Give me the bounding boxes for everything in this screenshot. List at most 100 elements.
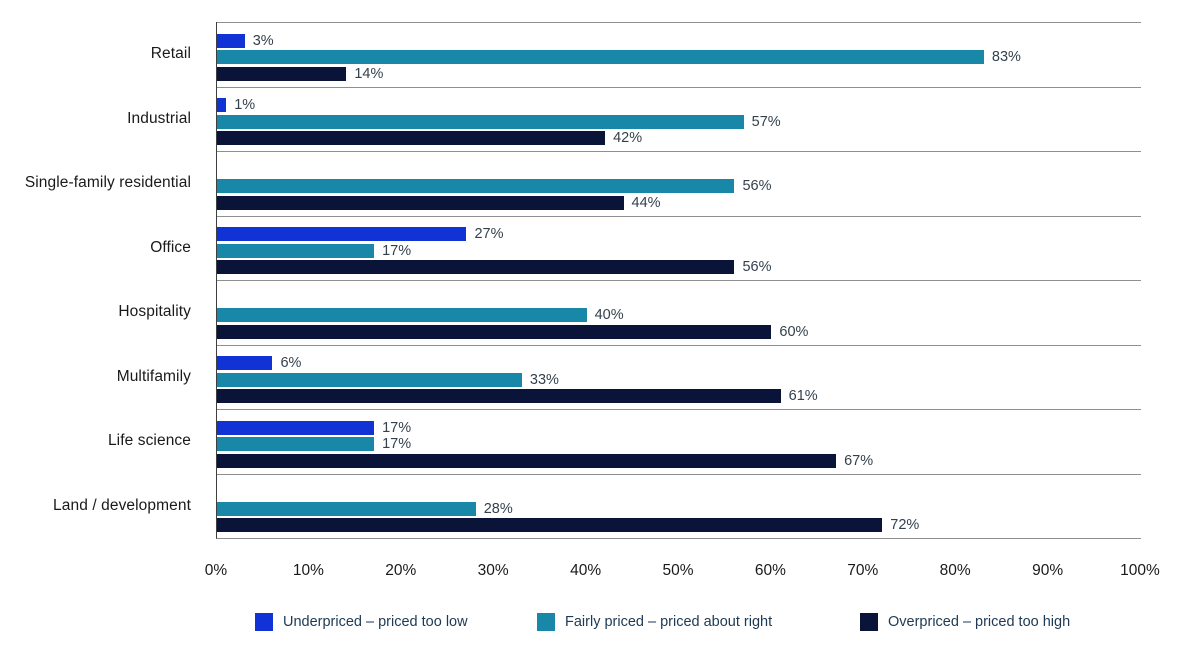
bar-slot: 60% bbox=[217, 324, 1141, 340]
bar-value-label: 3% bbox=[252, 32, 274, 49]
bar-series-1: 40% bbox=[217, 307, 624, 323]
legend-label: Fairly priced – priced about right bbox=[565, 614, 773, 630]
bar-slot bbox=[217, 292, 1141, 306]
x-tick-label: 50% bbox=[662, 562, 694, 579]
bar-value-label: 56% bbox=[742, 178, 772, 194]
bar-value-label: 61% bbox=[788, 388, 818, 404]
bar-series-2: 44% bbox=[217, 195, 661, 211]
chart-row: 28% 72% bbox=[217, 473, 1141, 539]
bar-value-label: 28% bbox=[483, 500, 513, 517]
bar-slot: 56% bbox=[217, 259, 1141, 275]
x-tick-label: 20% bbox=[385, 562, 417, 579]
legend-swatch bbox=[255, 613, 273, 631]
category-label: Single-family residential bbox=[24, 174, 191, 192]
x-tick-label: 80% bbox=[939, 562, 971, 579]
legend-item: Overpriced – priced too high bbox=[860, 613, 1070, 631]
chart-row: 40% 60% bbox=[217, 280, 1141, 345]
bar-series-0: 17% bbox=[217, 420, 411, 436]
x-tick-label: 40% bbox=[570, 562, 602, 579]
bar-slot: 3% bbox=[217, 33, 1141, 49]
chart-row: 1% 57% 42% bbox=[217, 86, 1141, 152]
x-tick-label: 30% bbox=[477, 562, 509, 579]
bar-series-2: 72% bbox=[217, 517, 919, 533]
category-label: Industrial bbox=[127, 109, 191, 127]
bar-series-1: 17% bbox=[217, 436, 411, 452]
bar-slot: 28% bbox=[217, 501, 1141, 517]
bar-series-1: 33% bbox=[217, 372, 559, 388]
category-label: Land / development bbox=[53, 496, 191, 514]
x-tick-label: 100% bbox=[1120, 562, 1160, 579]
bar-value-label: 27% bbox=[474, 226, 504, 242]
chart-row: 56% 44% bbox=[217, 151, 1141, 216]
legend-swatch bbox=[537, 613, 555, 631]
legend-swatch bbox=[860, 613, 878, 631]
legend: Underpriced – priced too low Fairly price… bbox=[0, 613, 1187, 639]
bar-value-label: 14% bbox=[354, 65, 384, 82]
bar-value-label: 40% bbox=[594, 307, 624, 323]
bar-slot: 44% bbox=[217, 195, 1141, 211]
x-tick-label: 60% bbox=[754, 562, 786, 579]
bar-value-label: 83% bbox=[991, 49, 1021, 65]
bar-series-0: 3% bbox=[217, 33, 274, 49]
bar-slot: 42% bbox=[217, 130, 1141, 146]
bar-slot bbox=[217, 485, 1141, 499]
bar-slot: 33% bbox=[217, 372, 1141, 388]
bar-slot: 57% bbox=[217, 114, 1141, 130]
bar-value-label: 17% bbox=[382, 419, 412, 436]
bar-slot: 17% bbox=[217, 436, 1141, 452]
legend-item: Underpriced – priced too low bbox=[255, 613, 468, 631]
bar-slot bbox=[217, 163, 1141, 177]
bar-series-0: 1% bbox=[217, 97, 255, 113]
bar-slot: 27% bbox=[217, 226, 1141, 242]
bar-value-label: 44% bbox=[631, 194, 661, 211]
chart-row: 6% 33% 61% bbox=[217, 344, 1141, 410]
bar-value-label: 17% bbox=[382, 242, 412, 259]
bar-slot: 83% bbox=[217, 49, 1141, 65]
category-labels: Retail Industrial Single-family residentia… bbox=[0, 22, 204, 538]
legend-label: Overpriced – priced too high bbox=[888, 614, 1071, 630]
category-label: Life science bbox=[107, 432, 191, 450]
bar-slot: 72% bbox=[217, 517, 1141, 533]
x-tick-label: 70% bbox=[847, 562, 879, 579]
bar-slot: 67% bbox=[217, 453, 1141, 469]
bar-slot: 14% bbox=[217, 66, 1141, 82]
chart-row: 3% 83% 14% bbox=[217, 22, 1141, 87]
category-label: Hospitality bbox=[118, 303, 191, 321]
chart-row: 27% 17% 56% bbox=[217, 215, 1141, 281]
bar-value-label: 57% bbox=[751, 113, 781, 130]
bar-value-label: 1% bbox=[234, 97, 256, 113]
chart-row: 17% 17% 67% bbox=[217, 409, 1141, 474]
x-tick-label: 90% bbox=[1032, 562, 1064, 579]
x-tick-label: 0% bbox=[204, 562, 228, 579]
plot-rows: 3% 83% 14% 1% 57% 42% 56% 44% 27% 17% 56% 40% 60% 6% 3… bbox=[217, 22, 1141, 538]
legend-item: Fairly priced – priced about right bbox=[537, 613, 772, 631]
bar-series-1: 83% bbox=[217, 49, 1021, 65]
category-label: Retail bbox=[150, 45, 191, 63]
bar-series-2: 61% bbox=[217, 388, 818, 404]
x-axis: 0% 10% 20% 30% 40% 50% 60% 70% 80% 90% 100% bbox=[205, 562, 1160, 584]
legend-label: Underpriced – priced too low bbox=[283, 614, 468, 630]
bar-slot: 17% bbox=[217, 243, 1141, 259]
bar-series-2: 60% bbox=[217, 324, 808, 340]
bar-series-1: 56% bbox=[217, 178, 771, 194]
category-label: Multifamily bbox=[116, 367, 191, 385]
bar-series-2: 67% bbox=[217, 453, 873, 469]
bar-value-label: 33% bbox=[529, 371, 559, 388]
bar-series-1: 17% bbox=[217, 243, 411, 259]
category-label: Office bbox=[150, 238, 191, 256]
bar-series-0: 27% bbox=[217, 226, 504, 242]
bar-series-1: 57% bbox=[217, 114, 781, 130]
bar-value-label: 42% bbox=[613, 130, 643, 146]
bar-slot: 6% bbox=[217, 355, 1141, 371]
bar-series-2: 42% bbox=[217, 130, 642, 146]
plot-area: 3% 83% 14% 1% 57% 42% 56% 44% 27% 17% 56% 40% 60% 6% 3… bbox=[216, 22, 1141, 539]
bar-value-label: 60% bbox=[779, 323, 809, 340]
bar-value-label: 17% bbox=[382, 436, 412, 452]
bar-value-label: 72% bbox=[890, 517, 920, 533]
bar-series-2: 14% bbox=[217, 66, 383, 82]
x-tick-label: 10% bbox=[292, 562, 324, 579]
bar-series-1: 28% bbox=[217, 501, 513, 517]
bar-series-0: 6% bbox=[217, 355, 301, 371]
bar-slot: 56% bbox=[217, 178, 1141, 194]
